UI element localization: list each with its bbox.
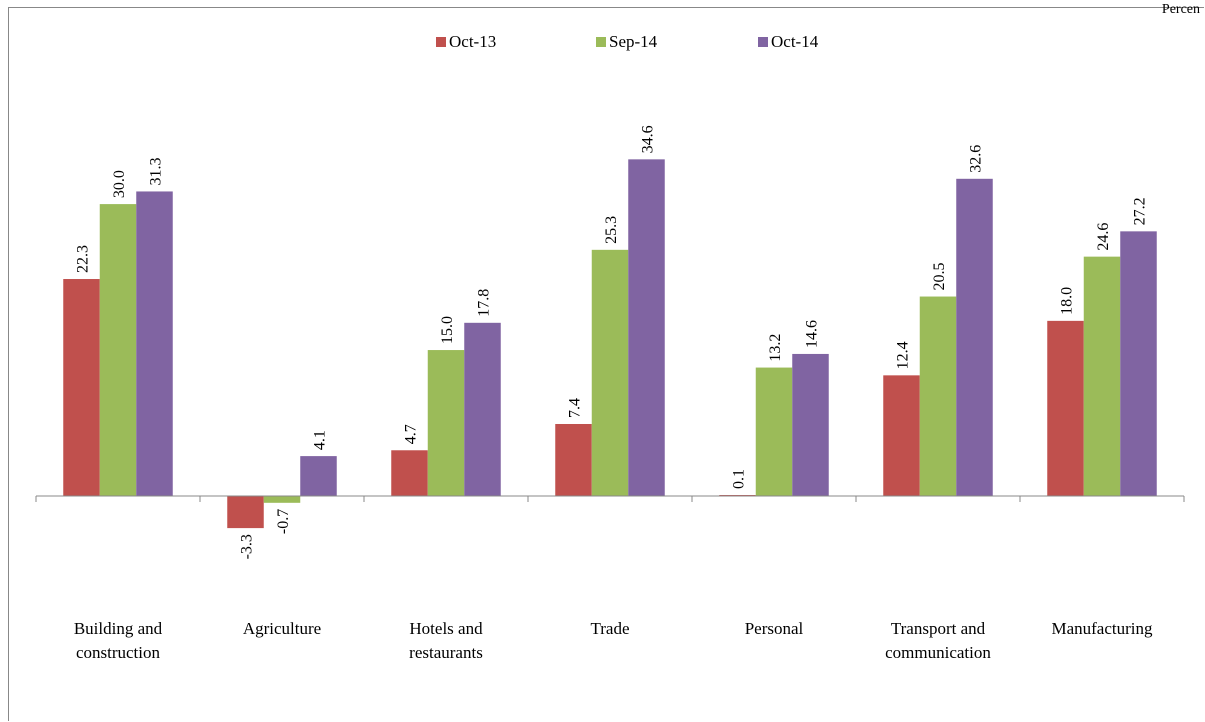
data-label: 18.0	[1059, 287, 1076, 315]
category-label: Building and	[74, 619, 163, 638]
data-label: 0.1	[731, 469, 748, 489]
data-label: 17.8	[476, 289, 493, 317]
data-label: 27.2	[1132, 197, 1149, 225]
bar-oct-13-3	[555, 423, 592, 496]
bar-oct-13-2	[391, 450, 428, 496]
data-label: -3.3	[239, 534, 256, 559]
legend-label: Sep-14	[609, 32, 658, 51]
data-label: -0.7	[275, 509, 292, 534]
bar-oct-14-4	[792, 353, 829, 496]
bar-oct-13-5	[883, 375, 920, 496]
data-label: 14.6	[804, 320, 821, 348]
data-label: 4.7	[403, 424, 420, 444]
legend-label: Oct-13	[449, 32, 496, 51]
corner-unit-label: Percen	[1161, 2, 1200, 17]
bar-oct-13-1	[227, 496, 264, 529]
bar-sep-14-3	[591, 249, 629, 496]
data-label: 24.6	[1095, 223, 1112, 251]
bar-oct-14-5	[956, 178, 993, 496]
data-label: 15.0	[439, 316, 456, 344]
category-label: Trade	[590, 619, 629, 638]
data-label: 31.3	[148, 157, 165, 185]
data-label: 4.1	[312, 430, 329, 450]
legend-swatch-sep-14	[596, 37, 606, 47]
category-label: Manufacturing	[1051, 619, 1153, 638]
category-label: restaurants	[409, 643, 483, 662]
bar-sep-14-2	[427, 350, 465, 496]
legend-label: Oct-14	[771, 32, 819, 51]
data-label: 22.3	[75, 245, 92, 273]
data-label: 25.3	[603, 216, 620, 244]
category-label: Agriculture	[243, 619, 321, 638]
bar-oct-13-0	[63, 279, 100, 496]
bar-sep-14-6	[1083, 256, 1121, 496]
data-label: 34.6	[640, 125, 657, 153]
bar-sep-14-5	[919, 296, 957, 496]
category-label: communication	[885, 643, 991, 662]
bar-oct-14-3	[628, 159, 665, 497]
data-label: 13.2	[767, 334, 784, 362]
category-label: Hotels and	[409, 619, 483, 638]
bar-oct-14-0	[136, 191, 173, 497]
legend-swatch-oct-13	[436, 37, 446, 47]
data-label: 7.4	[567, 398, 584, 418]
bar-sep-14-0	[99, 204, 137, 496]
bar-sep-14-4	[755, 367, 793, 496]
bar-oct-14-2	[464, 322, 501, 496]
bar-sep-14-1	[263, 496, 301, 503]
data-label: 12.4	[895, 341, 912, 369]
bar-oct-14-6	[1120, 231, 1157, 496]
category-label: Personal	[745, 619, 804, 638]
category-label: Transport and	[891, 619, 986, 638]
data-label: 20.5	[931, 263, 948, 291]
chart-frame: Percen	[8, 2, 1204, 721]
bar-oct-13-6	[1047, 320, 1084, 496]
data-label: 32.6	[968, 145, 985, 173]
legend-swatch-oct-14	[758, 37, 768, 47]
category-label: construction	[76, 643, 161, 662]
data-label: 30.0	[111, 170, 128, 198]
bar-oct-14-1	[300, 456, 337, 496]
